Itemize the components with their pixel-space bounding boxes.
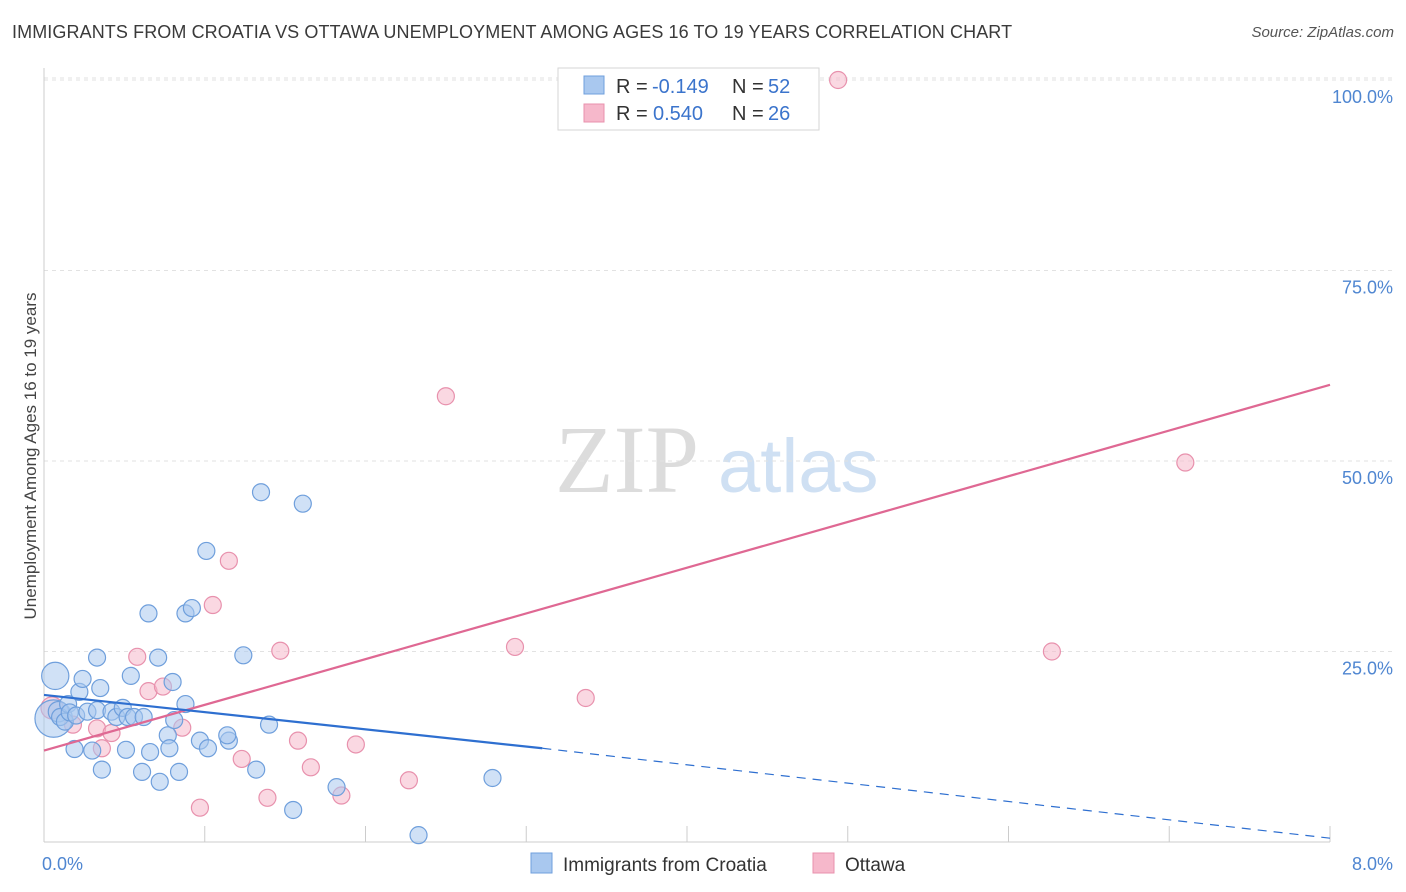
y-tick-label-3: 25.0% bbox=[1342, 659, 1393, 679]
legend-r-label-2: R = bbox=[616, 103, 648, 125]
stats-legend: R = -0.149 N = 52 R = 0.540 N = 26 bbox=[557, 67, 820, 131]
croatia-point-40 bbox=[197, 541, 216, 561]
ottawa-point-16 bbox=[301, 758, 320, 777]
watermark-zip: ZIP bbox=[555, 406, 699, 513]
croatia-point-33 bbox=[163, 672, 182, 692]
x-tick-label-min: 0.0% bbox=[42, 854, 83, 874]
ottawa-points bbox=[40, 70, 1195, 817]
croatia-trend-line bbox=[43, 693, 543, 750]
watermark-atlas: atlas bbox=[718, 424, 879, 509]
croatia-point-42 bbox=[218, 726, 237, 745]
ottawa-point-21 bbox=[505, 637, 525, 657]
ottawa-point-10 bbox=[203, 595, 222, 615]
croatia-point-29 bbox=[150, 772, 169, 791]
croatia-points bbox=[34, 483, 502, 845]
bottom-legend-swatch-croatia bbox=[530, 852, 553, 874]
legend-n-label-1: N = bbox=[732, 76, 764, 98]
croatia-point-27 bbox=[132, 762, 152, 781]
croatia-point-47 bbox=[284, 800, 303, 820]
bottom-legend-label-croatia: Immigrants from Croatia bbox=[563, 855, 767, 876]
ottawa-point-19 bbox=[399, 771, 419, 790]
ottawa-point-18 bbox=[346, 735, 365, 754]
chart-title: IMMIGRANTS FROM CROATIA VS OTTAWA UNEMPL… bbox=[12, 22, 1013, 42]
croatia-point-10 bbox=[73, 669, 92, 689]
ottawa-point-12 bbox=[232, 749, 251, 769]
croatia-point-1 bbox=[41, 661, 70, 691]
croatia-point-50 bbox=[409, 826, 428, 845]
x-tick-marks bbox=[204, 826, 1331, 842]
croatia-point-44 bbox=[247, 760, 266, 779]
croatia-point-49 bbox=[327, 778, 346, 797]
croatia-point-20 bbox=[116, 740, 136, 759]
ottawa-point-14 bbox=[271, 641, 290, 660]
legend-n-value-2: 26 bbox=[768, 103, 790, 125]
croatia-point-45 bbox=[251, 483, 271, 502]
croatia-point-48 bbox=[293, 494, 312, 513]
legend-n-value-1: 52 bbox=[768, 76, 790, 98]
x-tick-label-max: 8.0% bbox=[1352, 854, 1393, 874]
legend-swatch-croatia bbox=[583, 75, 605, 95]
ottawa-point-11 bbox=[219, 551, 238, 570]
y-tick-label-1: 75.0% bbox=[1342, 278, 1393, 298]
y-tick-label-2: 50.0% bbox=[1342, 468, 1393, 488]
croatia-point-12 bbox=[83, 741, 102, 760]
y-tick-label-0: 100.0% bbox=[1332, 87, 1393, 107]
croatia-point-39 bbox=[198, 739, 218, 758]
croatia-point-31 bbox=[160, 739, 179, 758]
ottawa-point-20 bbox=[436, 387, 455, 406]
croatia-point-26 bbox=[140, 742, 160, 762]
gridlines bbox=[44, 77, 1392, 652]
y-axis-label: Unemployment Among Ages 16 to 19 years bbox=[21, 293, 40, 620]
source-label: Source: ZipAtlas.com bbox=[1251, 24, 1394, 41]
croatia-point-37 bbox=[182, 598, 201, 618]
croatia-point-7 bbox=[65, 739, 84, 759]
ottawa-point-22 bbox=[576, 688, 595, 708]
y-tick-labels: 100.0% 75.0% 50.0% 25.0% bbox=[1332, 87, 1393, 679]
legend-r-label-1: R = bbox=[616, 76, 648, 98]
bottom-legend-label-ottawa: Ottawa bbox=[845, 855, 906, 876]
series-legend: Immigrants from Croatia Ottawa bbox=[530, 852, 906, 876]
ottawa-point-13 bbox=[258, 788, 277, 807]
croatia-point-22 bbox=[121, 666, 140, 685]
legend-n-label-2: N = bbox=[732, 103, 764, 125]
croatia-point-16 bbox=[91, 678, 110, 698]
croatia-point-34 bbox=[169, 762, 189, 781]
bottom-legend-swatch-ottawa bbox=[812, 852, 835, 874]
legend-r-value-1: -0.149 bbox=[652, 76, 709, 98]
legend-r-value-2: 0.540 bbox=[653, 103, 703, 125]
ottawa-point-25 bbox=[1176, 453, 1195, 472]
ottawa-point-9 bbox=[190, 798, 210, 817]
ottawa-point-5 bbox=[128, 647, 147, 666]
croatia-point-28 bbox=[149, 648, 168, 667]
ottawa-point-15 bbox=[288, 731, 308, 750]
legend-swatch-ottawa bbox=[583, 103, 605, 123]
ottawa-point-23 bbox=[829, 70, 848, 90]
trend-lines bbox=[43, 383, 1331, 839]
ottawa-point-24 bbox=[1042, 642, 1062, 661]
croatia-point-14 bbox=[92, 760, 111, 779]
croatia-point-25 bbox=[139, 604, 158, 623]
croatia-point-43 bbox=[234, 646, 253, 665]
croatia-point-13 bbox=[87, 648, 107, 667]
croatia-trend-extension bbox=[542, 747, 1331, 839]
ottawa-trend-line bbox=[43, 383, 1331, 752]
croatia-point-51 bbox=[483, 768, 502, 788]
